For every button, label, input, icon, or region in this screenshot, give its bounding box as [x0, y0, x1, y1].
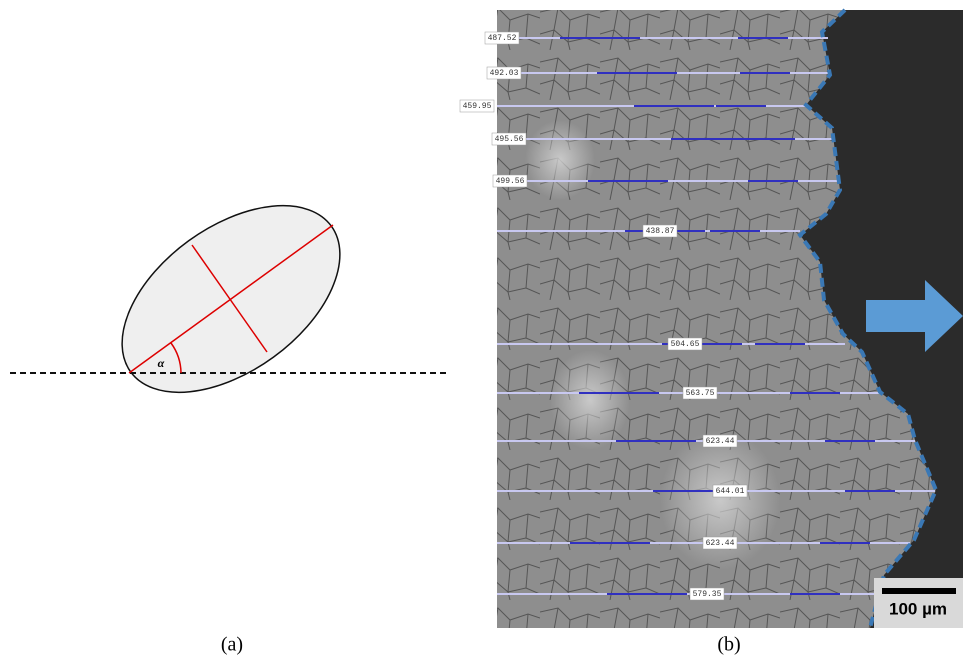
bright-grain	[525, 120, 595, 200]
measure-label: 438.87	[646, 227, 675, 236]
measure-label: 504.65	[671, 340, 700, 349]
measure-label: 499.56	[496, 177, 525, 186]
measure-label: 563.75	[686, 389, 715, 398]
panel-b: 487.52 492.03 459.95 495.56 499.56 438.87 504.…	[460, 10, 963, 656]
measure-label: 492.03	[490, 69, 519, 78]
figure: α (a) 487.52 492.03 459.95 495.56 499.56 438.…	[0, 0, 963, 661]
measure-label: 579.35	[693, 590, 722, 599]
angle-label: α	[158, 356, 165, 370]
scale-bar	[882, 588, 956, 594]
measure-label: 495.56	[495, 135, 524, 144]
caption: (b)	[717, 634, 740, 656]
bright-grain	[550, 350, 630, 450]
measure-label: 487.52	[488, 34, 517, 43]
panel-a: α (a)	[10, 168, 450, 656]
scale-label: 100 µm	[889, 599, 947, 618]
measure-label: 459.95	[463, 102, 492, 111]
caption: (a)	[221, 634, 243, 656]
measure-label: 623.44	[706, 437, 735, 446]
measure-label: 644.01	[716, 487, 745, 496]
measure-label: 623.44	[706, 539, 735, 548]
